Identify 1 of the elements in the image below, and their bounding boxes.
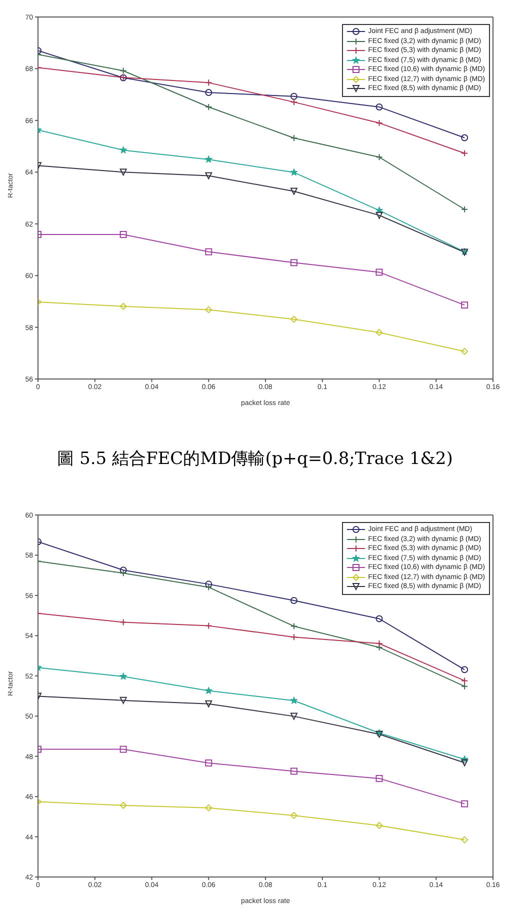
caption: 圖 5.5 結合FEC的MD傳輸(p+q=0.8;Trace 1&2) xyxy=(56,448,454,470)
